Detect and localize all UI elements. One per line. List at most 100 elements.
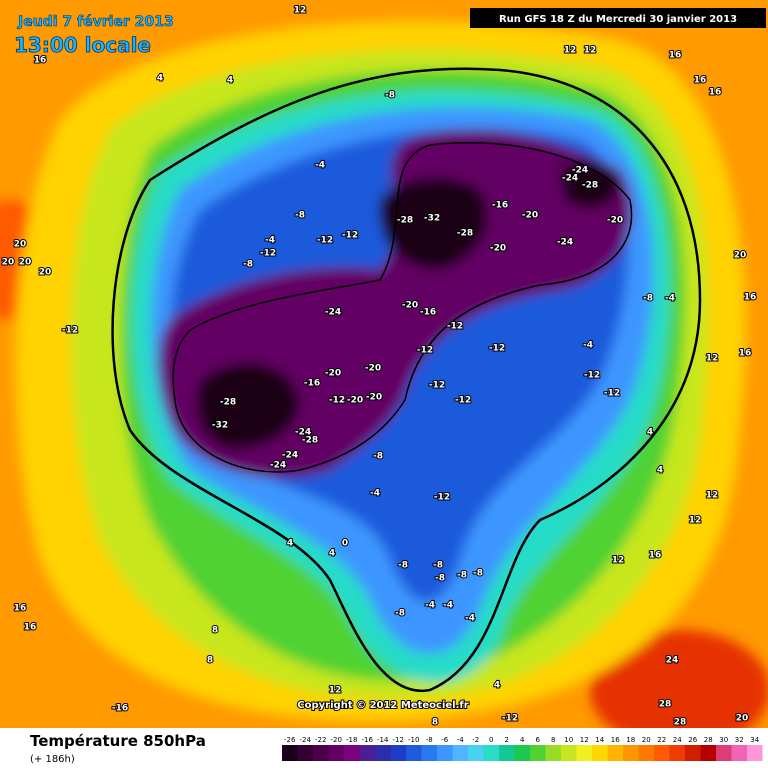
scale-swatch	[359, 745, 375, 761]
contour-label: 20	[19, 258, 32, 268]
contour-label: -28	[582, 181, 598, 191]
contour-label: -20	[325, 369, 341, 379]
scale-label: 32	[735, 736, 744, 744]
contour-label: -12	[429, 381, 445, 391]
scale-label: -2	[472, 736, 479, 744]
contour-label: -20	[402, 301, 418, 311]
scale-label: -12	[393, 736, 404, 744]
scale-label: 0	[489, 736, 493, 744]
contour-label: -8	[243, 260, 253, 270]
run-info: Run GFS 18 Z du Mercredi 30 janvier 2013	[499, 14, 737, 25]
scale-label: -8	[426, 736, 433, 744]
scale-swatch	[313, 745, 329, 761]
contour-label: -12	[417, 346, 433, 356]
scale-label: 20	[642, 736, 651, 744]
scale-label: 2	[505, 736, 509, 744]
scale-swatch	[700, 745, 716, 761]
scale-swatch	[483, 745, 499, 761]
scale-swatch	[530, 745, 546, 761]
contour-label: -4	[665, 294, 675, 304]
contour-label: -12	[489, 344, 505, 354]
scale-label: 10	[564, 736, 573, 744]
contour-label: 12	[612, 556, 625, 566]
contour-label: 20	[39, 268, 52, 278]
contour-label: -4	[425, 601, 435, 611]
contour-label: 16	[34, 56, 47, 66]
contour-label: -28	[397, 216, 413, 226]
scale-label: 16	[611, 736, 620, 744]
contour-label: -4	[265, 236, 275, 246]
scale-swatch	[421, 745, 437, 761]
scale-swatch	[390, 745, 406, 761]
scale-swatch	[716, 745, 732, 761]
contour-label: -24	[325, 308, 341, 318]
contour-label: -12	[434, 493, 450, 503]
contour-label: -8	[373, 452, 383, 462]
contour-label: -8	[295, 211, 305, 221]
contour-label: 12	[584, 46, 597, 56]
scale-swatch	[607, 745, 623, 761]
contour-label: 20	[734, 251, 747, 261]
contour-label: -28	[220, 398, 236, 408]
contour-label: -24	[295, 428, 311, 438]
run-box	[470, 8, 766, 28]
contour-label: -28	[302, 436, 318, 446]
contour-label: -20	[490, 244, 506, 254]
scale-label: -20	[331, 736, 342, 744]
contour-label: -12	[342, 231, 358, 241]
contour-label: -24	[562, 174, 578, 184]
scale-swatch	[452, 745, 468, 761]
contour-label: -16	[420, 308, 436, 318]
contour-label: 12	[689, 516, 702, 526]
contour-label: -12	[62, 326, 78, 336]
contour-label: 4	[287, 539, 293, 549]
temperature-field	[0, 0, 768, 750]
contour-label: 4	[329, 549, 335, 559]
scale-label: -18	[346, 736, 357, 744]
contour-label: 24	[666, 656, 679, 666]
scale-label: 24	[673, 736, 682, 744]
contour-label: -20	[366, 393, 382, 403]
contour-label: 16	[739, 349, 752, 359]
contour-label: -12	[260, 249, 276, 259]
scale-label: 22	[657, 736, 666, 744]
contour-label: 4	[157, 74, 163, 84]
scale-label: -10	[408, 736, 419, 744]
contour-label: 16	[694, 76, 707, 86]
contour-label: 4	[227, 76, 233, 86]
scale-swatch	[375, 745, 391, 761]
contour-label: -24	[282, 451, 298, 461]
copyright: Copyright © 2012 Meteociel.fr	[297, 700, 468, 711]
contour-label: -20	[522, 211, 538, 221]
contour-label: -16	[112, 704, 128, 714]
contour-label: 20	[14, 240, 27, 250]
contour-label: 20	[736, 714, 749, 724]
scale-label: 26	[688, 736, 697, 744]
contour-label: -8	[435, 574, 445, 584]
scale-swatch	[592, 745, 608, 761]
contour-label: -28	[457, 229, 473, 239]
forecast-time: 13:00 locale	[14, 33, 151, 57]
scale-label: 18	[626, 736, 635, 744]
scale-label: -22	[315, 736, 326, 744]
contour-label: -24	[572, 166, 588, 176]
scale-swatch	[514, 745, 530, 761]
scale-swatch	[297, 745, 313, 761]
contour-label: 12	[564, 46, 577, 56]
contour-label: 16	[669, 51, 682, 61]
scale-label: 12	[580, 736, 589, 744]
contour-label: -8	[395, 609, 405, 619]
contour-label: -20	[347, 396, 363, 406]
contour-label: -8	[385, 91, 395, 101]
contour-label: 8	[432, 718, 438, 728]
contour-label: -24	[557, 238, 573, 248]
scale-swatch	[685, 745, 701, 761]
scale-swatch	[282, 745, 298, 761]
contour-label: -32	[424, 214, 440, 224]
scale-label: -26	[284, 736, 296, 744]
contour-label: 12	[706, 491, 719, 501]
scale-label: 8	[551, 736, 555, 744]
contour-label: -4	[465, 614, 475, 624]
contour-label: 16	[24, 623, 37, 633]
